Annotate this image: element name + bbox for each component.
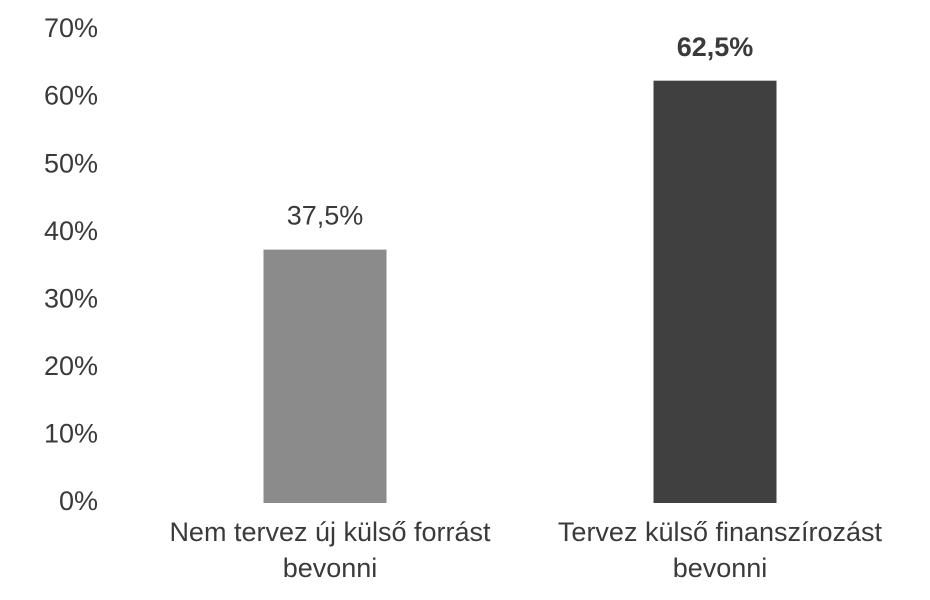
x-tick-label: Tervez külső finanszírozást bevonni bbox=[557, 517, 883, 583]
y-tick-label: 30% bbox=[44, 283, 98, 313]
y-tick-label: 60% bbox=[44, 81, 98, 111]
y-tick-label: 40% bbox=[44, 216, 98, 246]
y-tick-label: 50% bbox=[44, 148, 98, 178]
bar bbox=[653, 80, 777, 503]
y-tick-label: 70% bbox=[44, 13, 98, 43]
y-tick-label: 0% bbox=[59, 486, 98, 516]
value-label: 62,5% bbox=[677, 32, 754, 62]
y-tick-label: 10% bbox=[44, 419, 98, 449]
x-tick-label: Nem tervez új külső forrást bevonni bbox=[169, 517, 491, 583]
value-label: 37,5% bbox=[287, 201, 364, 231]
y-tick-label: 20% bbox=[44, 351, 98, 381]
bar bbox=[263, 249, 387, 503]
